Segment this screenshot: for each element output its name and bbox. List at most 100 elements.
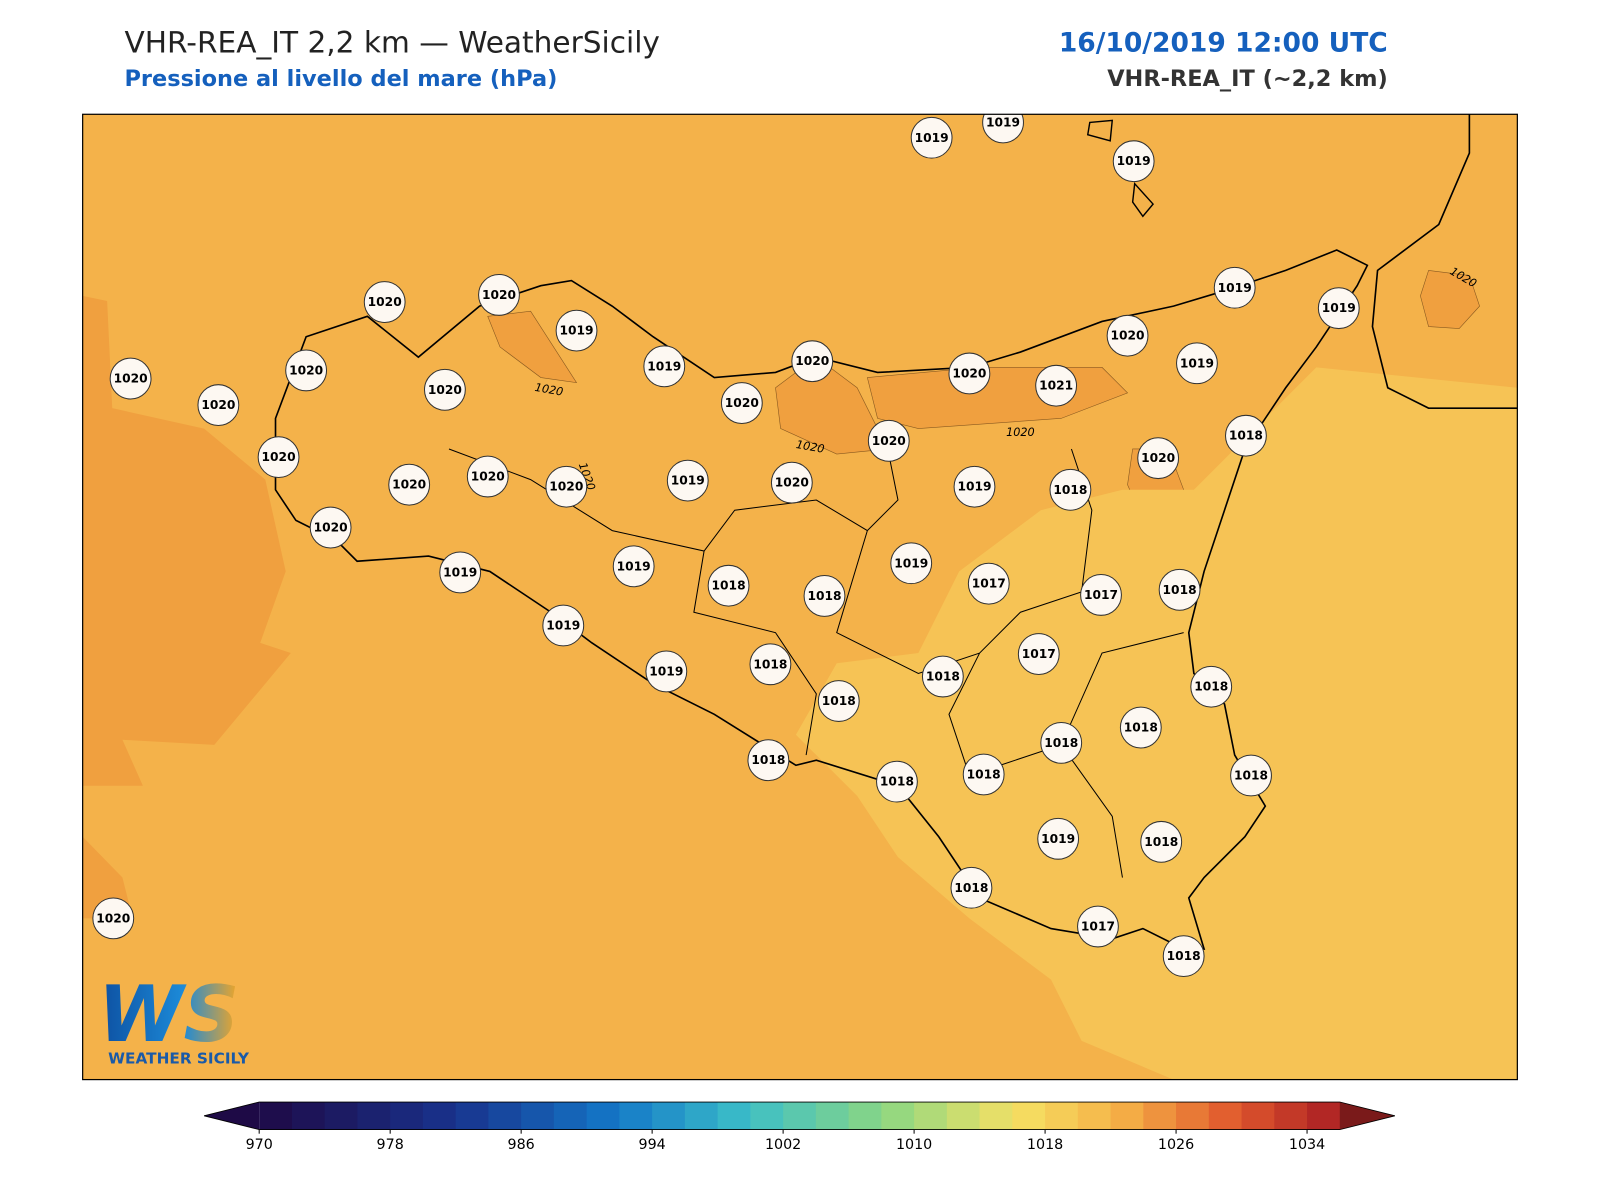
station: 1019 (1112, 140, 1155, 183)
station-marker (1176, 342, 1218, 385)
station-marker (720, 382, 763, 424)
station: 1019 (439, 551, 482, 594)
station: 1020 (197, 384, 240, 427)
station-marker (1225, 414, 1267, 457)
title: VHR-REA_IT 2,2 km — WeatherSicily (124, 25, 659, 59)
station: 1018 (747, 739, 790, 782)
station: 1018 (1230, 754, 1272, 797)
colorbar-bin (848, 1102, 882, 1130)
colorbar-tick-label: 1026 (1158, 1137, 1194, 1153)
station-value: 1020 (952, 366, 986, 380)
colorbar-tick-label: 994 (639, 1137, 666, 1153)
station-marker (1230, 754, 1272, 797)
station: 1019 (953, 465, 996, 508)
colorbar-bin (1143, 1102, 1177, 1130)
logo-text: WEATHER SICILY (108, 1049, 250, 1067)
colorbar-bin (1012, 1102, 1046, 1130)
colorbar-tick-label: 1034 (1289, 1137, 1325, 1153)
colorbar-tick-label: 1018 (1027, 1137, 1063, 1153)
station: 1020 (257, 436, 300, 479)
station: 1019 (1176, 342, 1218, 385)
colorbar-bin (1045, 1102, 1079, 1130)
station-value: 1018 (1163, 583, 1197, 597)
colorbar-bin (1176, 1102, 1210, 1130)
station-value: 1019 (1041, 832, 1075, 846)
colorbar-bin (1208, 1102, 1243, 1130)
station-value: 1018 (1194, 680, 1228, 694)
station-marker (257, 436, 300, 479)
station-marker (285, 349, 328, 392)
station-value: 1019 (617, 559, 651, 573)
station: 1019 (982, 114, 1024, 144)
station: 1019 (645, 650, 688, 693)
station-value: 1020 (1141, 451, 1175, 465)
station-value: 1020 (428, 383, 462, 397)
contour-label: 1020 (534, 381, 564, 399)
station-value: 1019 (559, 324, 593, 338)
province-borders (448, 448, 1184, 878)
station-marker (1017, 633, 1060, 675)
station: 1018 (817, 680, 860, 722)
station-value: 1017 (1084, 588, 1118, 602)
colorbar-bin (946, 1102, 981, 1130)
station-marker (1035, 364, 1078, 407)
contour-label: 1020 (795, 438, 825, 456)
station-marker (1137, 437, 1180, 480)
station-value: 1019 (1117, 154, 1151, 168)
high-pressure-area (82, 836, 133, 919)
station: 1018 (749, 643, 792, 686)
station-value: 1020 (795, 354, 829, 368)
station: 1020 (109, 357, 152, 400)
station-marker (423, 368, 466, 411)
station-value: 1018 (967, 767, 1001, 781)
station-marker (92, 897, 135, 940)
station-value: 1020 (471, 470, 505, 484)
station: 1020 (388, 463, 431, 506)
station: 1019 (890, 542, 933, 585)
station: 1017 (1080, 573, 1122, 616)
colorbar-bin (881, 1102, 915, 1130)
station-marker (197, 384, 240, 427)
station-marker (643, 345, 686, 388)
station-value: 1017 (972, 577, 1006, 591)
colorbar-bin (1274, 1102, 1308, 1130)
station: 1018 (803, 575, 846, 617)
station-marker (953, 465, 996, 508)
station-marker (545, 465, 588, 508)
station-value: 1020 (289, 363, 323, 377)
station-value: 1019 (915, 131, 949, 145)
colorbar-bin (979, 1102, 1013, 1130)
station-value: 1020 (114, 372, 148, 386)
colorbar-bin (586, 1102, 620, 1130)
station-marker (890, 542, 933, 585)
colorbar-bin (684, 1102, 719, 1130)
station-marker (1080, 573, 1122, 616)
station-value: 1020 (775, 476, 809, 490)
station: 1018 (962, 753, 1005, 796)
station-marker (1190, 665, 1233, 708)
station-value: 1021 (1039, 379, 1073, 393)
station-value: 1019 (1322, 301, 1356, 315)
station-marker (817, 680, 860, 722)
station-marker (555, 309, 598, 352)
colorbar-bin (783, 1102, 817, 1130)
station-marker (982, 114, 1024, 144)
station: 1020 (948, 352, 991, 395)
station-marker (1140, 820, 1183, 863)
map-frame (82, 113, 1518, 1081)
station: 1020 (285, 349, 328, 392)
model: VHR-REA_IT (~2,2 km) (1107, 66, 1388, 92)
colorbar-bin (521, 1102, 555, 1130)
colorbar-tick-label: 986 (508, 1137, 535, 1153)
colorbar-extend-high (1339, 1102, 1395, 1130)
station-marker (707, 564, 750, 607)
station-value: 1020 (725, 396, 759, 410)
station-value: 1019 (649, 664, 683, 678)
station-marker (910, 116, 953, 159)
station-marker (388, 463, 431, 506)
station: 1018 (1140, 820, 1183, 863)
station-marker (109, 357, 152, 400)
station-marker (309, 506, 352, 549)
colorbar-bin (717, 1102, 751, 1130)
